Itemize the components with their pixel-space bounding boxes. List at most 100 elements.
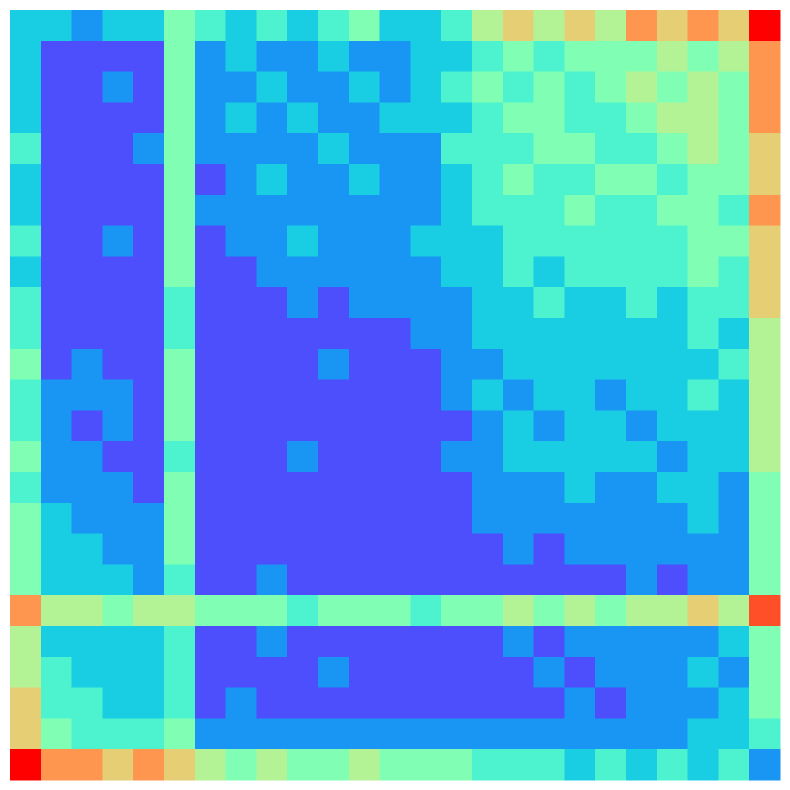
heatmap-cell [410,410,442,442]
heatmap-cell [348,71,381,103]
heatmap-cell [71,533,103,565]
heatmap-cell [256,718,288,750]
heatmap-cell [595,379,627,411]
heatmap-cell [626,194,658,227]
heatmap-cell [626,10,658,42]
heatmap-cell [410,71,442,103]
heatmap-cell [656,379,689,411]
heatmap-cell [133,533,165,565]
heatmap-cell [595,194,627,227]
heatmap-cell [348,595,381,627]
heatmap-cell [472,533,504,565]
heatmap-cell [656,749,689,781]
heatmap-cell [133,71,165,103]
heatmap-cell [256,133,288,165]
heatmap-cell [379,687,411,719]
heatmap-cell [287,718,319,750]
heatmap-cell [749,102,781,134]
heatmap-cell [718,40,750,73]
heatmap-cell [718,164,750,196]
heatmap-cell [502,133,535,165]
heatmap-cell [102,164,134,196]
heatmap-cell [379,102,411,134]
heatmap-cell [441,164,473,196]
heatmap-cell [595,164,627,196]
heatmap-cell [40,410,73,442]
heatmap-cell [102,256,134,288]
heatmap-cell [687,133,719,165]
heatmap-cell [564,348,596,381]
heatmap-cell [102,133,134,165]
heatmap-cell [410,687,442,719]
heatmap-cell [410,225,442,257]
heatmap-cell [348,256,381,288]
heatmap-cell [502,194,535,227]
heatmap-cell [533,564,565,596]
heatmap-cell [287,656,319,689]
heatmap-cell [71,379,103,411]
heatmap-cell [225,318,257,350]
heatmap-cell [133,225,165,257]
heatmap-cell [133,102,165,134]
heatmap-cell [626,318,658,350]
heatmap-cell [410,40,442,73]
heatmap-cell [441,626,473,658]
heatmap-cell [410,441,442,473]
heatmap-cell [472,687,504,719]
heatmap-cell [410,256,442,288]
heatmap-cell [318,194,350,227]
heatmap-cell [533,595,565,627]
heatmap-cell [718,626,750,658]
heatmap-cell [564,133,596,165]
heatmap-cell [102,502,134,535]
heatmap-cell [626,225,658,257]
heatmap-cell [287,256,319,288]
heatmap-cell [718,656,750,689]
heatmap-cell [40,102,73,134]
heatmap-cell [502,225,535,257]
heatmap-cell [749,441,781,473]
heatmap-cell [71,564,103,596]
heatmap-cell [225,71,257,103]
heatmap-cell [564,595,596,627]
heatmap-cell [410,595,442,627]
heatmap-cell [164,656,196,689]
heatmap-cell [287,533,319,565]
heatmap-cell [194,441,227,473]
heatmap-cell [133,749,165,781]
heatmap-cell [595,533,627,565]
heatmap-cell [10,71,42,103]
heatmap-cell [348,749,381,781]
heatmap-cell [40,687,73,719]
heatmap-cell [287,133,319,165]
heatmap-cell [626,472,658,504]
heatmap-cell [102,379,134,411]
heatmap-cell [287,564,319,596]
heatmap-cell [164,749,196,781]
heatmap-cell [379,749,411,781]
heatmap-cell [194,718,227,750]
heatmap-cell [71,71,103,103]
heatmap-cell [40,533,73,565]
heatmap-cell [102,472,134,504]
heatmap-cell [287,10,319,42]
heatmap-cell [502,40,535,73]
heatmap-cell [595,718,627,750]
heatmap-cell [194,225,227,257]
heatmap-cell [533,164,565,196]
heatmap-cell [256,102,288,134]
heatmap-cell [133,687,165,719]
heatmap-cell [287,102,319,134]
heatmap-cell [687,256,719,288]
heatmap-cell [164,379,196,411]
heatmap-cell [595,472,627,504]
heatmap-cell [164,564,196,596]
heatmap-cell [626,687,658,719]
heatmap-cell [595,225,627,257]
heatmap-cell [564,410,596,442]
heatmap-cell [71,318,103,350]
heatmap-cell [256,564,288,596]
heatmap-cell [472,40,504,73]
heatmap-cell [318,656,350,689]
heatmap-cell [102,348,134,381]
